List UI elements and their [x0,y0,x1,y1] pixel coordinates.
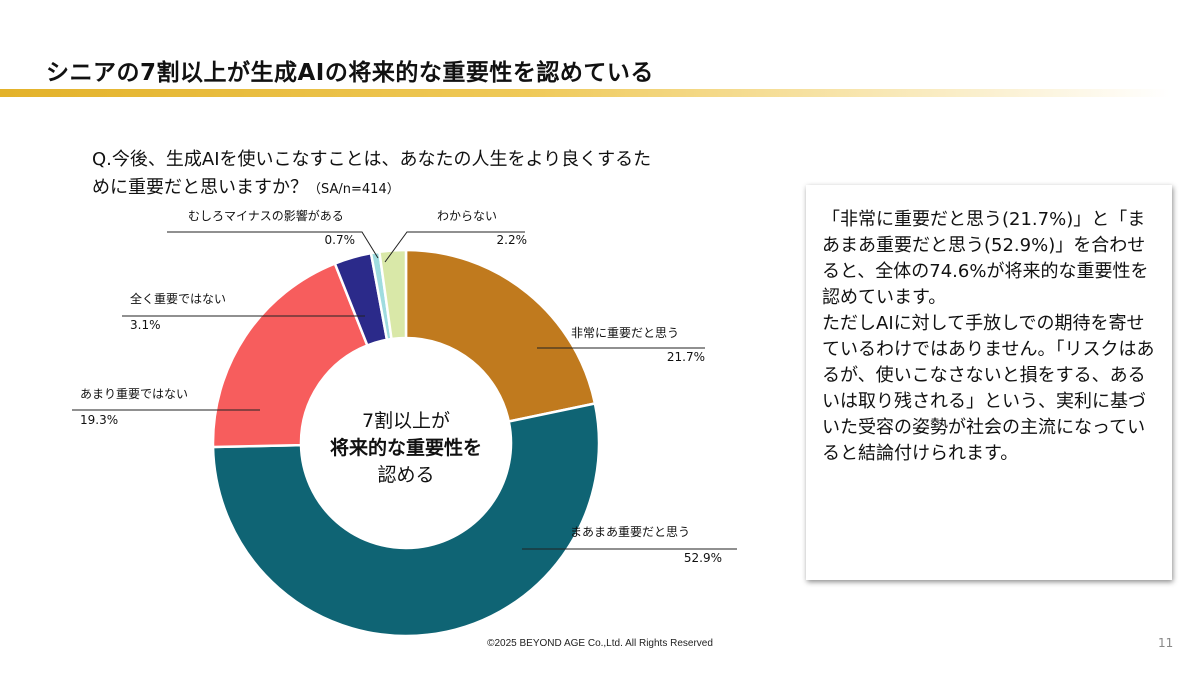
label-value-4: 0.7% [324,233,356,247]
donut-slice-5 [377,248,408,341]
label-value-0: 21.7% [666,350,705,364]
center-line-2: 将来的な重要性を [329,437,482,459]
donut-center-text: 7割以上が 将来的な重要性を 認める [301,408,511,489]
page-number: 11 [1158,636,1174,650]
label-value-3: 3.1% [130,318,161,332]
label-category-3: 全く重要ではない [130,292,227,306]
label-category-0: 非常に重要だと思う [571,326,680,340]
label-category-1: まあまあ重要だと思う [570,525,691,539]
donut-slice-1 [211,402,601,638]
copyright: ©2025 BEYOND AGE Co.,Ltd. All Rights Res… [487,638,713,649]
leader-line-1 [384,231,525,263]
label-value-1: 52.9% [683,551,722,565]
label-category-4: むしろマイナスの影響がある [188,209,344,223]
label-category-2: あまり重要ではない [80,387,189,401]
donut-slice-2 [211,261,369,449]
label-value-2: 19.3% [80,413,119,427]
title-underline [0,89,1170,97]
summary-text: 「非常に重要だと思う(21.7%)」と「まあまあ重要だと思う(52.9%)」を合… [822,209,1155,464]
leader-line-0 [167,231,379,259]
summary-box: 「非常に重要だと思う(21.7%)」と「まあまあ重要だと思う(52.9%)」を合… [806,185,1172,580]
donut-slice-0 [404,248,597,424]
label-value-5: 2.2% [496,233,528,247]
question-line-1: Q.今後、生成AIを使いこなすことは、あなたの人生をより良くするた [92,149,652,170]
center-line-3: 認める [377,464,435,486]
question-meta: （SA/n=414） [308,182,400,197]
question-text-2: めに重要だと思いますか？ [92,177,308,198]
slide-title: シニアの7割以上が生成AIの将来的な重要性を認めている [46,60,654,86]
center-line-1: 7割以上が [361,410,451,432]
label-category-5: わからない [437,209,498,223]
survey-question: Q.今後、生成AIを使いこなすことは、あなたの人生をより良くするた めに重要だと… [92,146,651,204]
question-line-2: めに重要だと思いますか？（SA/n=414） [92,174,651,204]
